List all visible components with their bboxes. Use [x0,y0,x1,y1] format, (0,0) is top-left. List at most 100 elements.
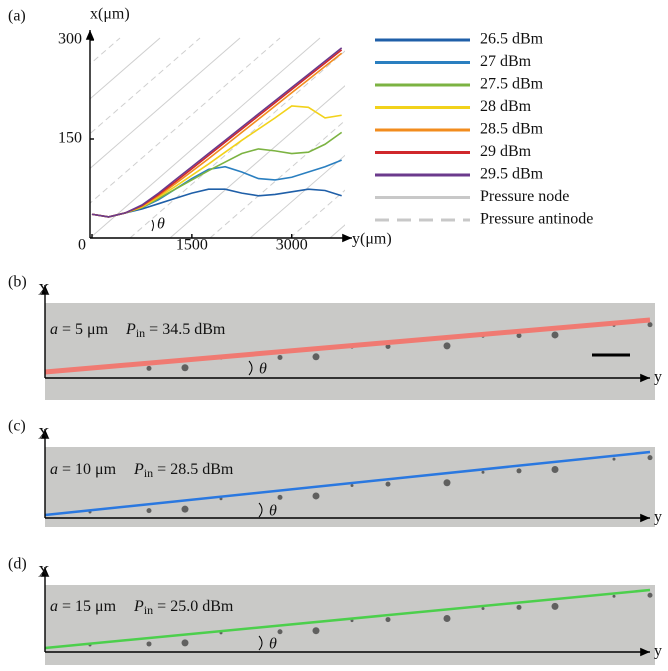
particle [385,481,391,487]
legend-label: Pressure antinode [480,211,593,228]
legend-label: 28 dBm [480,98,532,115]
micrograph [45,447,655,527]
x-tick-label: 3000 [276,237,308,254]
pressure-line [249,154,345,238]
legend-label: 27 dBm [480,53,532,70]
angle-label: θ [157,216,165,233]
series-line [91,47,343,218]
power-symbol: P [133,598,144,615]
pressure-lines [0,37,345,238]
trajectory [44,317,651,375]
trajectory [44,450,651,517]
legend-label: 29.5 dBm [480,166,544,183]
y-axis-label: X [38,282,50,299]
trajectory [44,588,651,650]
series-line [91,188,342,218]
particle-size: = 10 μm [58,461,117,478]
particle [647,592,653,598]
legend-label: 26.5 dBm [480,31,544,48]
particle [481,470,485,474]
particle [551,331,559,339]
y-tick-label: 300 [58,31,82,48]
y-axis-label: X [38,564,50,581]
particle [443,615,451,623]
angle-arc [151,219,154,232]
power-symbol: P [133,461,144,478]
x-axis-label: y [654,643,662,660]
power-subscript: in [136,326,145,340]
legend-label: 29 dBm [480,143,532,160]
power-subscript: in [144,603,153,617]
particle-size-symbol: a [50,598,58,615]
y-axis-label: x(μm) [90,6,130,23]
series-line [91,105,342,218]
panel-label: (b) [8,274,27,291]
power-symbol: P [125,321,136,338]
particle [146,641,152,647]
angle-label: θ [259,361,267,378]
particle-size: = 15 μm [58,598,117,615]
particle [516,468,522,474]
particle [516,604,522,610]
series-line [91,49,343,218]
particle [277,354,283,360]
angle-arc [248,360,253,376]
y-axis-label: X [38,426,50,443]
particle [481,606,485,610]
power: = 25.0 dBm [153,598,234,615]
particle [146,508,152,514]
pressure-line [90,37,281,204]
panel-label: (d) [8,556,27,573]
angle-arc [258,635,263,651]
particle [385,344,391,350]
pressure-line [90,37,161,100]
parameters: a = 10 μm Pin = 28.5 dBm [50,461,234,480]
particle [277,494,283,500]
legend-label: 28.5 dBm [480,121,544,138]
particle-size-symbol: a [50,321,58,338]
particle [443,479,451,487]
particle [385,617,391,623]
particle [551,465,559,473]
x-axis-label: y(μm) [352,231,392,248]
micrograph [45,303,655,400]
legend-label: Pressure node [480,188,569,205]
y-tick-label: 150 [58,130,82,147]
particle-size: = 5 μm [58,321,109,338]
particle [146,365,152,371]
pressure-line [90,37,201,135]
particle-size-symbol: a [50,461,58,478]
particle [647,322,653,328]
angle-label: θ [269,503,277,520]
angle-label: θ [269,636,277,653]
particle [277,629,283,635]
legend-label: 27.5 dBm [480,76,544,93]
power-subscript: in [144,466,153,480]
pressure-line [209,119,345,238]
particle [612,594,616,598]
angle-arc [258,502,263,518]
particle [219,497,223,501]
particle [516,333,522,339]
pressure-line [0,38,40,238]
x-tick-label: 1500 [176,237,208,254]
particle [350,484,354,488]
particle [312,492,320,500]
pressure-line [90,37,321,238]
power: = 28.5 dBm [153,461,234,478]
x-tick-label: 0 [78,237,86,254]
power: = 34.5 dBm [145,321,226,338]
particle [181,639,189,647]
parameters: a = 15 μm Pin = 25.0 dBm [50,598,234,617]
pressure-line [90,37,241,170]
particle [551,602,559,610]
pressure-line [289,189,345,238]
particle [312,353,320,361]
particle [647,455,653,461]
particle [612,457,616,461]
panel-label: (a) [8,8,26,25]
particle [181,505,189,513]
x-axis-label: y [654,369,662,386]
panel-label: (c) [8,418,26,435]
